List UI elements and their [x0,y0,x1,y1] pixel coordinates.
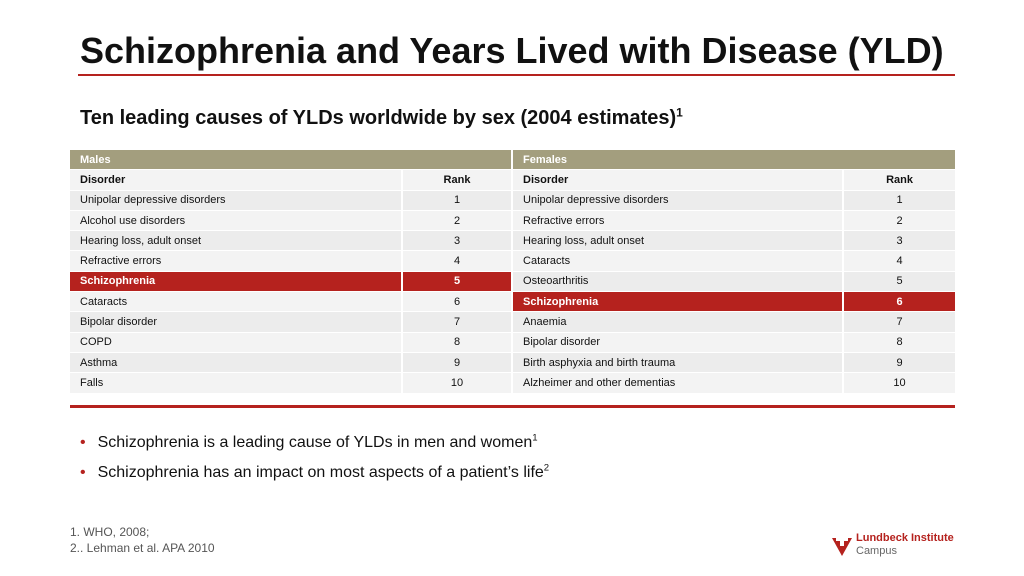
disorder-cell: Cataracts [70,291,403,313]
disorder-cell: Hearing loss, adult onset [70,230,403,252]
rank-cell: 1 [402,189,514,211]
disorder-cell: Anaemia [512,311,845,333]
rank-cell: 8 [843,331,958,353]
disorder-cell: Alcohol use disorders [70,209,403,232]
rank-cell: 7 [402,311,514,333]
reference: 2 [543,462,550,474]
table-row: Schizophrenia 5 Osteoarthritis 5 [70,270,958,293]
column-header: Rank [843,169,958,191]
rank-cell: 6 [843,291,958,313]
group-header: Females [512,148,958,171]
disorder-cell: Cataracts [512,250,845,272]
logo: Lundbeck Institute Campus [832,532,954,557]
rank-cell: 3 [843,230,958,252]
disorder-cell: Birth asphyxia and birth trauma [512,351,845,374]
table-row: Unipolar depressive disorders 1 Unipolar d… [70,189,958,211]
disorder-cell: COPD [70,331,403,353]
group-header: Males [70,148,514,171]
bullet-text: Schizophrenia has an impact on most aspe… [97,464,544,481]
bullet: Schizophrenia is a leading cause of YLDs… [80,432,538,452]
disorder-cell: Unipolar depressive disorders [512,189,845,211]
disorder-cell: Hearing loss, adult onset [512,230,845,252]
rank-cell: 2 [843,209,958,232]
footnote: 1. WHO, 2008; [70,525,150,539]
rank-cell: 10 [843,372,958,394]
logo-text: Campus [856,545,897,557]
table-row: Refractive errors 4 Cataracts 4 [70,250,958,272]
logo-icon [836,538,848,541]
rank-cell: 8 [402,331,514,353]
rank-cell: 2 [402,209,514,232]
slide-title: Schizophrenia and Years Lived with Disea… [80,30,944,71]
title-rule [78,74,955,76]
table-row: Asthma 9 Birth asphyxia and birth trauma 9 [70,351,958,374]
table-rule [70,405,955,408]
table-row: Hearing loss, adult onset 3 Hearing loss, … [70,230,958,252]
disorder-cell: Osteoarthritis [512,270,845,293]
disorder-cell: Refractive errors [512,209,845,232]
disorder-cell: Falls [70,372,403,394]
rank-cell: 1 [843,189,958,211]
table-row: COPD 8 Bipolar disorder 8 [70,331,958,353]
reference: 1 [532,432,538,444]
disorder-cell: Refractive errors [70,250,403,272]
rank-cell: 9 [402,351,514,374]
logo-icon [832,538,852,556]
table-row: Alcohol use disorders 2 Refractive errors 2 [70,209,958,232]
disorder-cell: Asthma [70,351,403,374]
subtitle-text: Ten leading causes of YLDs worldwide by … [80,107,677,129]
table-row: Cataracts 6 Schizophrenia 6 [70,291,958,313]
rank-cell: 7 [843,311,958,333]
footnote: 2.. Lehman et al. APA 2010 [70,541,215,555]
disorder-cell: Alzheimer and other dementias [512,372,845,394]
bullet: Schizophrenia has an impact on most aspe… [80,462,550,482]
reference: 1 [676,105,683,120]
column-header: Disorder [512,169,845,191]
rank-cell: 5 [402,270,514,293]
rank-cell: 4 [402,250,514,272]
rank-cell: 10 [402,372,514,394]
disorder-cell: Bipolar disorder [512,331,845,353]
group-row: Males Females [70,148,958,171]
rank-cell: 4 [843,250,958,272]
rank-cell: 6 [402,291,514,313]
table-row: Falls 10 Alzheimer and other dementias 10 [70,372,958,394]
column-header-row: Disorder Rank Disorder Rank [70,169,958,191]
rank-cell: 3 [402,230,514,252]
disorder-cell: Schizophrenia [512,291,845,313]
ranking-table: Males Females Disorder Rank Disorder Ran… [70,148,958,394]
disorder-cell: Schizophrenia [70,270,403,293]
rank-cell: 5 [843,270,958,293]
logo-text: Lundbeck Institute [856,532,954,544]
disorder-cell: Bipolar disorder [70,311,403,333]
bullet-text: Schizophrenia is a leading cause of YLDs… [97,434,533,451]
subtitle: Ten leading causes of YLDs worldwide by … [80,105,683,130]
disorder-cell: Unipolar depressive disorders [70,189,403,211]
column-header: Disorder [70,169,403,191]
rank-cell: 9 [843,351,958,374]
column-header: Rank [402,169,514,191]
table-row: Bipolar disorder 7 Anaemia 7 [70,311,958,333]
